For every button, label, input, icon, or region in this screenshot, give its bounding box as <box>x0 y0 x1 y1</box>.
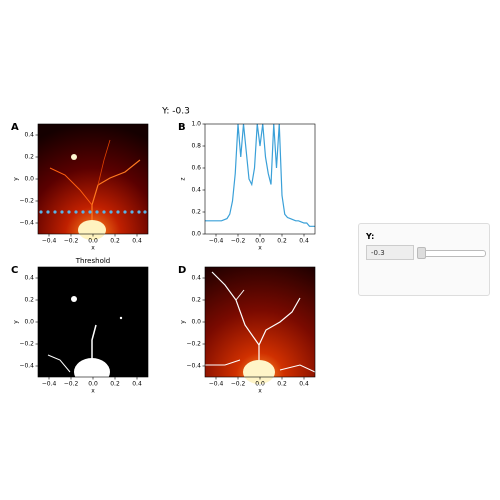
x-tick-label: 0.2 <box>110 381 120 388</box>
x-tick-label: −0.2 <box>64 381 79 388</box>
y-tick-label: 0.2 <box>191 209 201 216</box>
y-tick-label: −0.2 <box>186 341 201 348</box>
panel-title: Threshold <box>75 257 111 265</box>
y-tick-label: 0.2 <box>24 297 34 304</box>
x-tick-label: −0.2 <box>231 381 246 388</box>
y-tick-label: 0.4 <box>191 187 201 194</box>
slider-label: Y: <box>366 232 375 241</box>
axes-frame <box>204 123 316 235</box>
x-tick-label: −0.4 <box>42 381 57 388</box>
fractal-image <box>38 124 148 240</box>
x-tick-label: 0.0 <box>88 381 98 388</box>
y-tick-label: 1.0 <box>191 121 201 128</box>
y-tick-label: −0.2 <box>19 341 34 348</box>
y-tick-label: 0.4 <box>24 132 34 139</box>
slider-widget: Y: -0.3 <box>358 223 490 296</box>
slider-knob[interactable] <box>417 247 426 259</box>
y-tick-label: 0.0 <box>191 319 201 326</box>
x-tick-label: 0.4 <box>132 238 142 245</box>
x-tick-label: 0.0 <box>255 238 265 245</box>
x-tick-label: 0.2 <box>110 238 120 245</box>
y-axis-label: z <box>180 177 187 180</box>
y-tick-label: 0.0 <box>24 319 34 326</box>
x-tick-label: −0.4 <box>42 238 57 245</box>
y-tick-label: −0.4 <box>186 363 201 370</box>
y-tick-label: 0.4 <box>24 275 34 282</box>
x-tick-label: −0.2 <box>64 238 79 245</box>
x-axis-label: x <box>91 388 95 395</box>
panel-label: D <box>178 265 186 276</box>
x-tick-label: 0.4 <box>299 238 309 245</box>
y-tick-label: 0.6 <box>191 165 201 172</box>
y-axis-label: y <box>13 320 20 324</box>
x-axis-label: x <box>91 245 95 252</box>
y-tick-label: −0.2 <box>19 198 34 205</box>
y-tick-label: 0.0 <box>191 231 201 238</box>
slider-track[interactable] <box>417 250 486 257</box>
x-tick-label: 0.0 <box>255 381 265 388</box>
boundary-image <box>205 267 316 384</box>
y-tick-label: 0.2 <box>24 154 34 161</box>
y-tick-label: −0.4 <box>19 220 34 227</box>
y-tick-label: 0.2 <box>191 297 201 304</box>
y-tick-label: 0.0 <box>24 176 34 183</box>
y-axis-label: y <box>13 177 20 181</box>
x-tick-label: 0.2 <box>277 381 287 388</box>
panel-label: C <box>11 265 18 276</box>
threshold-image <box>38 267 148 386</box>
y-tick-label: −0.4 <box>19 363 34 370</box>
y-tick-label: 0.8 <box>191 143 201 150</box>
x-tick-label: −0.4 <box>209 238 224 245</box>
panel-label: A <box>11 122 19 133</box>
x-axis-label: x <box>258 245 262 252</box>
panel-label: B <box>178 122 186 133</box>
value-input[interactable]: -0.3 <box>366 245 414 260</box>
x-tick-label: 0.2 <box>277 238 287 245</box>
x-tick-label: −0.4 <box>209 381 224 388</box>
x-axis-label: x <box>258 388 262 395</box>
sample-points <box>39 210 147 214</box>
figure-title: Y: -0.3 <box>161 107 190 117</box>
line <box>205 123 315 227</box>
x-tick-label: 0.4 <box>132 381 142 388</box>
figure: Y: -0.3 A −0.4 −0.2 0.0 0.2 0.4 −0.4 −0.2 0.0 0.2… <box>11 107 316 395</box>
x-tick-label: −0.2 <box>231 238 246 245</box>
y-tick-label: 0.4 <box>191 275 201 282</box>
y-axis-label: y <box>180 320 187 324</box>
x-tick-label: 0.4 <box>299 381 309 388</box>
x-tick-label: 0.0 <box>88 238 98 245</box>
